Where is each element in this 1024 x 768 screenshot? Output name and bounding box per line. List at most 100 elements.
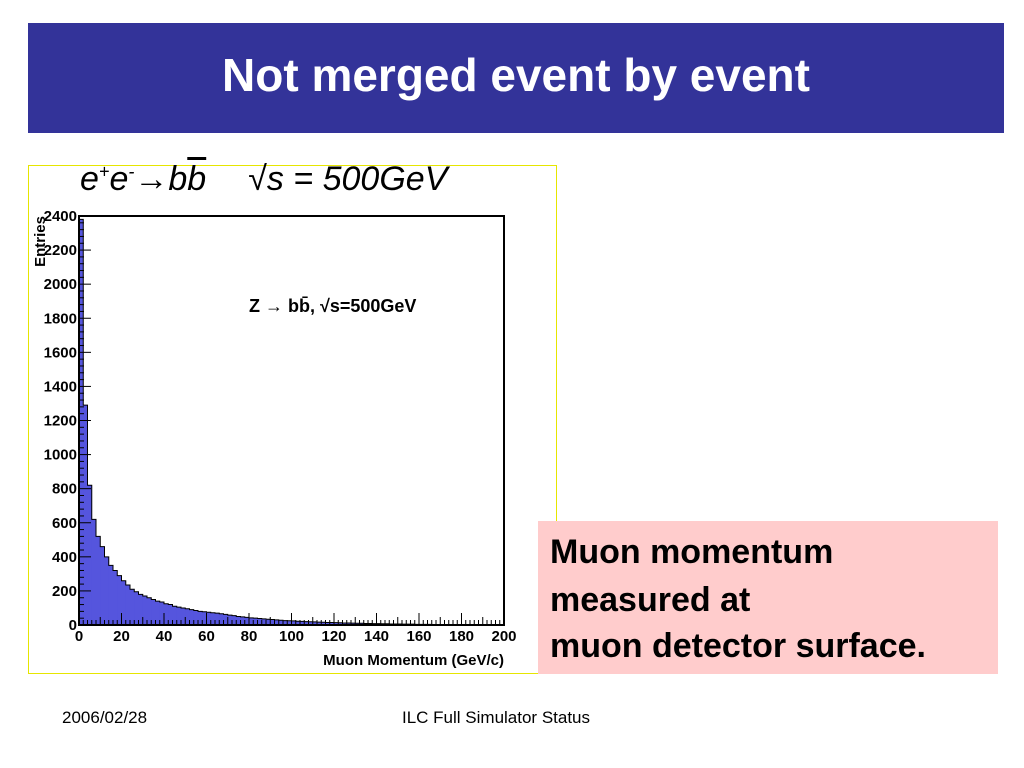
histogram-bin xyxy=(117,575,122,625)
y-tick-label: 200 xyxy=(52,583,77,600)
histogram-bars xyxy=(78,218,505,626)
histogram-bin xyxy=(185,608,190,625)
histogram-bin xyxy=(189,609,195,625)
histogram-bin xyxy=(159,601,165,625)
histogram-bin xyxy=(223,614,229,625)
histogram-bin xyxy=(206,612,212,625)
e-plus: e xyxy=(80,160,99,198)
b-quark: b xyxy=(168,160,188,198)
histogram-bin xyxy=(104,556,110,625)
process-formula: e+e-→bb √s = 500GeV xyxy=(80,160,447,199)
y-tick-label: 1400 xyxy=(44,378,77,395)
sqrt-s-label: √s = 500GeV xyxy=(248,160,448,198)
footer-title: ILC Full Simulator Status xyxy=(402,708,591,727)
histogram-bin xyxy=(312,621,318,625)
histogram-bin xyxy=(317,622,322,625)
histogram-bin xyxy=(193,610,199,625)
histogram-bin xyxy=(321,622,326,625)
y-tick-label: 1000 xyxy=(44,447,77,464)
histogram-bin xyxy=(83,405,88,625)
histogram-bin xyxy=(130,589,135,625)
e-minus: e xyxy=(109,160,129,198)
y-tick-label: 0 xyxy=(69,617,77,634)
y-tick-label: 2400 xyxy=(44,208,77,225)
histogram-bin xyxy=(295,621,301,625)
histogram-bin xyxy=(329,622,335,625)
histogram-bin xyxy=(125,584,131,625)
histogram-bin xyxy=(291,620,297,625)
axes-box xyxy=(78,215,505,626)
histogram-bin xyxy=(96,536,101,625)
x-tick-label: 100 xyxy=(279,628,304,645)
y-tick-label: 2200 xyxy=(44,242,77,259)
histogram-outline xyxy=(78,218,505,626)
footer-date: 2006/02/28 xyxy=(62,708,148,727)
histogram-bin xyxy=(155,601,161,625)
histogram-bin xyxy=(261,618,267,625)
x-tick-label: 80 xyxy=(241,628,258,645)
histogram-bin xyxy=(202,611,207,625)
note-box: Muon momentum measured at muon detector … xyxy=(538,521,998,674)
x-tick-label: 20 xyxy=(113,628,130,645)
histogram-bin xyxy=(274,619,280,625)
x-ticks: 0 20 40 60 80 100 120 140 160 180 200 xyxy=(75,613,517,645)
histogram-bin xyxy=(142,596,148,625)
histogram-bin xyxy=(168,604,173,625)
note-line-2: measured at xyxy=(550,581,751,619)
histogram-bin xyxy=(227,615,233,625)
histogram-bin xyxy=(283,620,288,625)
x-tick-label: 40 xyxy=(156,628,173,645)
histogram-bin xyxy=(79,219,84,626)
histogram-bin xyxy=(240,616,246,625)
histogram-bin xyxy=(198,611,203,625)
histogram-bin xyxy=(164,603,169,625)
histogram-bin xyxy=(100,546,105,625)
y-tick-label: 1200 xyxy=(44,413,77,430)
x-tick-label: 180 xyxy=(449,628,474,645)
y-tick-label: 1600 xyxy=(44,344,77,361)
histogram-bin xyxy=(151,599,156,625)
histogram-bin xyxy=(108,565,114,625)
x-tick-label: 200 xyxy=(491,628,516,645)
histogram-bin xyxy=(232,615,237,625)
x-axis-label: Muon Momentum (GeV/c) xyxy=(323,652,504,669)
histogram-bin xyxy=(249,617,254,625)
histogram-bin xyxy=(121,580,127,625)
y-axis-label: Entries xyxy=(32,216,49,267)
x-tick-label: 60 xyxy=(198,628,215,645)
histogram-bin xyxy=(325,622,331,625)
bbar-quark: b xyxy=(187,160,207,198)
y-tick-label: 800 xyxy=(52,481,77,498)
histogram-bin xyxy=(113,570,118,625)
y-ticks: 0 200 400 600 800 1000 1200 1400 1600 1800 2000 220… xyxy=(44,208,91,634)
histogram-bin xyxy=(266,619,271,625)
x-tick-label: 120 xyxy=(321,628,346,645)
histogram-bin xyxy=(181,607,186,625)
histogram-bin xyxy=(244,617,250,625)
x-tick-label: 160 xyxy=(406,628,431,645)
histogram-bin xyxy=(278,620,284,625)
histogram-bin xyxy=(287,620,292,625)
histogram-bin xyxy=(138,594,144,625)
slide-title: Not merged event by event xyxy=(222,49,810,101)
note-line-3: muon detector surface. xyxy=(550,627,926,665)
histogram-bin xyxy=(308,621,314,625)
y-tick-label: 2000 xyxy=(44,276,77,293)
x-tick-label: 140 xyxy=(364,628,389,645)
histogram-bin xyxy=(270,619,275,625)
histogram-bin xyxy=(300,621,305,625)
histogram-bin xyxy=(134,591,139,625)
histogram-bin xyxy=(215,613,220,625)
arrow-icon: → xyxy=(134,160,169,198)
y-tick-label: 1800 xyxy=(44,310,77,327)
y-tick-label: 600 xyxy=(52,515,77,532)
title-bar: Not merged event by event xyxy=(28,23,1004,133)
histogram-bin xyxy=(176,607,182,625)
histogram-bin xyxy=(304,621,309,625)
histogram-bin xyxy=(342,622,348,625)
histogram-bin xyxy=(210,612,216,625)
histogram-bin xyxy=(91,519,97,625)
e-minus-sup: - xyxy=(128,161,135,182)
histogram-bin xyxy=(172,606,178,625)
